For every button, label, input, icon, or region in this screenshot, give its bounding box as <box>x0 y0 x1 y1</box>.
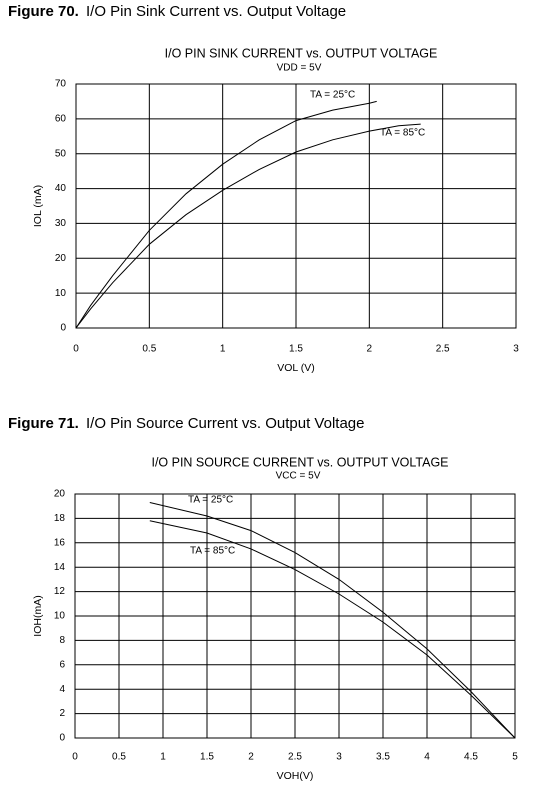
figure-caption: I/O Pin Source Current vs. Output Voltag… <box>86 415 364 432</box>
x-axis-label: VOL (V) <box>277 362 315 374</box>
y-tick-label: 30 <box>55 218 67 229</box>
x-tick-label: 2.5 <box>288 752 302 763</box>
x-tick-label: 2.5 <box>436 344 450 355</box>
y-tick-label: 16 <box>54 537 66 548</box>
x-tick-label: 5 <box>512 752 518 763</box>
y-tick-label: 70 <box>55 79 67 90</box>
series-line <box>75 123 421 329</box>
series-label: TA = 25°C <box>188 495 233 506</box>
x-tick-label: 0 <box>73 344 79 355</box>
y-tick-label: 18 <box>54 513 66 524</box>
y-tick-label: 0 <box>60 323 66 334</box>
series-line <box>149 520 516 739</box>
y-tick-label: 8 <box>59 635 65 646</box>
y-tick-label: 6 <box>59 659 65 670</box>
chart-title: I/O PIN SINK CURRENT vs. OUTPUT VOLTAGE <box>165 46 438 60</box>
x-tick-label: 1.5 <box>289 344 303 355</box>
plot-frame <box>75 83 517 329</box>
y-tick-label: 10 <box>55 288 67 299</box>
y-tick-label: 50 <box>55 148 67 159</box>
x-tick-label: 2 <box>248 752 254 763</box>
y-tick-label: 12 <box>54 586 66 597</box>
figure-label: Figure 71. <box>8 415 79 432</box>
x-tick-label: 2 <box>367 344 373 355</box>
y-tick-label: 14 <box>54 562 66 573</box>
x-tick-label: 1 <box>160 752 166 763</box>
chart-subtitle: VCC = 5V <box>276 471 321 482</box>
x-tick-label: 0.5 <box>142 344 156 355</box>
x-tick-label: 3 <box>513 344 519 355</box>
y-axis-label: IOH(mA) <box>32 595 44 636</box>
chart-subtitle: VDD = 5V <box>277 63 322 74</box>
chart-title: I/O PIN SOURCE CURRENT vs. OUTPUT VOLTAG… <box>151 455 448 469</box>
x-tick-label: 0 <box>72 752 78 763</box>
x-tick-label: 3.5 <box>376 752 390 763</box>
plot-frame <box>74 493 516 739</box>
y-tick-label: 10 <box>54 611 66 622</box>
y-tick-label: 60 <box>55 113 67 124</box>
x-tick-label: 1 <box>220 344 226 355</box>
series-line <box>149 502 516 739</box>
figure-caption: I/O Pin Sink Current vs. Output Voltage <box>86 3 346 20</box>
x-axis-label: VOH(V) <box>277 770 314 782</box>
y-tick-label: 40 <box>55 183 67 194</box>
figure-label: Figure 70. <box>8 3 79 20</box>
y-tick-label: 20 <box>55 253 67 264</box>
series-label: TA = 85°C <box>190 546 235 557</box>
y-tick-label: 20 <box>54 489 66 500</box>
x-tick-label: 0.5 <box>112 752 126 763</box>
y-tick-label: 4 <box>59 684 65 695</box>
y-tick-label: 2 <box>59 708 65 719</box>
x-tick-label: 4 <box>424 752 430 763</box>
x-tick-label: 1.5 <box>200 752 214 763</box>
x-tick-label: 4.5 <box>464 752 478 763</box>
y-axis-label: IOL (mA) <box>32 185 44 227</box>
x-tick-label: 3 <box>336 752 342 763</box>
y-tick-label: 0 <box>59 733 65 744</box>
series-line <box>75 100 377 329</box>
series-label: TA = 25°C <box>310 90 355 101</box>
series-label: TA = 85°C <box>380 128 425 139</box>
